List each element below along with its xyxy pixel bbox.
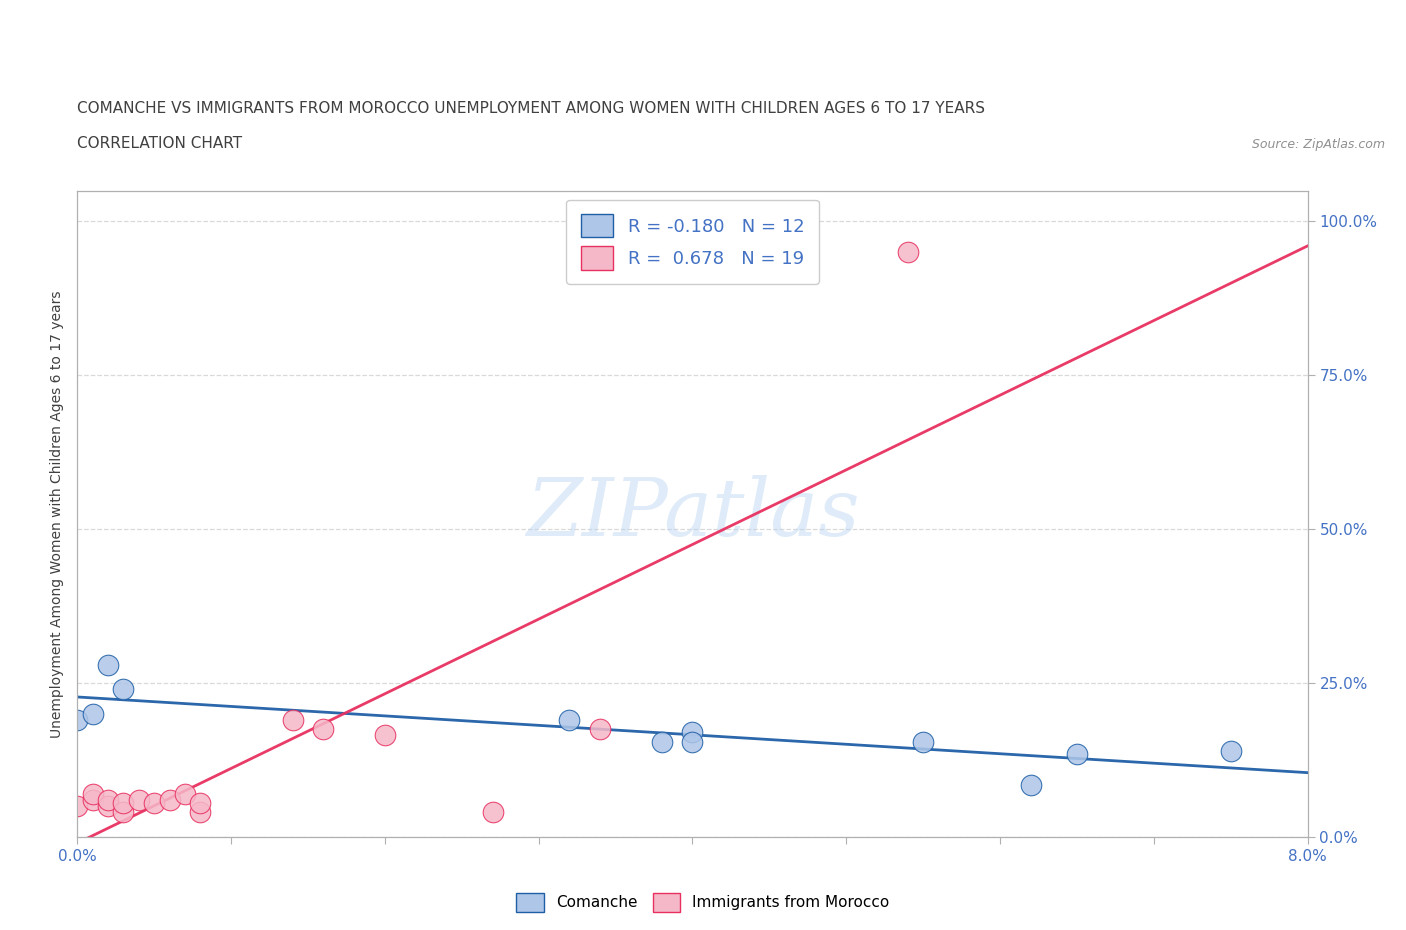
Point <box>481 805 503 820</box>
Point <box>97 658 120 672</box>
Point <box>82 787 104 802</box>
Point <box>174 787 197 802</box>
Legend: R = -0.180   N = 12, R =  0.678   N = 19: R = -0.180 N = 12, R = 0.678 N = 19 <box>567 200 818 284</box>
Text: ZIPatlas: ZIPatlas <box>526 475 859 552</box>
Point <box>112 682 135 697</box>
Point <box>82 792 104 807</box>
Point <box>190 796 212 811</box>
Text: CORRELATION CHART: CORRELATION CHART <box>77 136 242 151</box>
Point <box>82 707 104 722</box>
Point <box>374 728 396 743</box>
Point <box>97 792 120 807</box>
Point <box>897 245 920 259</box>
Point <box>190 805 212 820</box>
Y-axis label: Unemployment Among Women with Children Ages 6 to 17 years: Unemployment Among Women with Children A… <box>51 290 65 737</box>
Point <box>1219 743 1241 758</box>
Point <box>1066 747 1088 762</box>
Point <box>112 805 135 820</box>
Point <box>143 796 166 811</box>
Point <box>66 799 89 814</box>
Text: Source: ZipAtlas.com: Source: ZipAtlas.com <box>1251 138 1385 151</box>
Point <box>682 724 704 739</box>
Point <box>66 712 89 727</box>
Point <box>112 796 135 811</box>
Point <box>589 722 612 737</box>
Point <box>651 734 673 749</box>
Text: COMANCHE VS IMMIGRANTS FROM MOROCCO UNEMPLOYMENT AMONG WOMEN WITH CHILDREN AGES : COMANCHE VS IMMIGRANTS FROM MOROCCO UNEM… <box>77 101 986 116</box>
Point <box>1019 777 1042 792</box>
Point <box>558 712 581 727</box>
Point <box>912 734 935 749</box>
Point <box>97 799 120 814</box>
Point <box>312 722 335 737</box>
Point <box>128 792 150 807</box>
Point <box>281 712 304 727</box>
Point <box>682 734 704 749</box>
Point <box>159 792 181 807</box>
Legend: Comanche, Immigrants from Morocco: Comanche, Immigrants from Morocco <box>510 887 896 918</box>
